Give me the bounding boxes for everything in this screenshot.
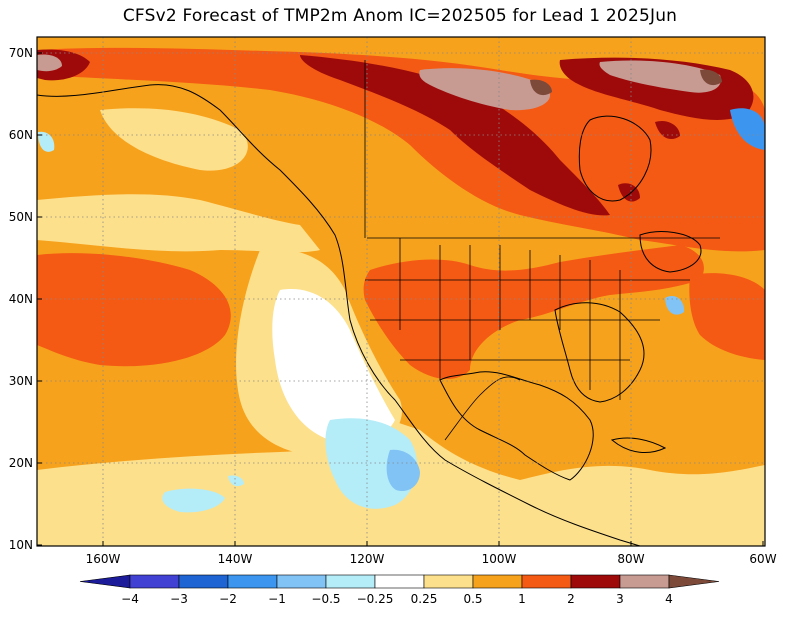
colorbar-segment — [227, 574, 278, 589]
lat-axis: 10N 20N 30N 40N 50N 60N 70N — [9, 46, 33, 552]
colorbar-label: 2 — [567, 592, 575, 606]
map-title: CFSv2 Forecast of TMP2m Anom IC=202505 f… — [122, 6, 678, 26]
colorbar-segment — [374, 574, 425, 589]
colorbar-label: 0.25 — [411, 592, 438, 606]
coastlines — [37, 84, 702, 546]
lat-tick-label: 40N — [9, 292, 33, 306]
colorbar-label: 4 — [665, 592, 673, 606]
lon-tick-label: 100W — [482, 552, 517, 566]
colorbar-label: −0.5 — [311, 592, 340, 606]
colorbar-label: −0.25 — [357, 592, 394, 606]
lon-axis: 160W 140W 120W 100W 80W 60W — [86, 552, 777, 566]
lon-tick-label: 140W — [218, 552, 253, 566]
colorbar-segment — [472, 574, 523, 589]
lat-tick-label: 30N — [9, 374, 33, 388]
lon-tick-label: 60W — [749, 552, 776, 566]
lat-tick-label: 70N — [9, 46, 33, 60]
colorbar-segment — [521, 574, 572, 589]
colorbar-min-arrow — [79, 574, 131, 589]
colorbar-segment — [619, 574, 670, 589]
political-borders — [364, 60, 720, 441]
colorbar-label: −2 — [219, 592, 237, 606]
colorbar-label: −3 — [170, 592, 188, 606]
colorbar-segment — [178, 574, 229, 589]
lat-tick-label: 60N — [9, 128, 33, 142]
colorbar-label: −4 — [121, 592, 139, 606]
map-frame — [36, 36, 766, 547]
lat-tick-label: 10N — [9, 538, 33, 552]
colorbar-segment — [423, 574, 474, 589]
colorbar-max-arrow — [668, 574, 720, 589]
lon-tick-label: 160W — [86, 552, 121, 566]
lat-tick-label: 20N — [9, 456, 33, 470]
colorbar-segment — [325, 574, 376, 589]
graticule — [37, 37, 765, 546]
colorbar-label: 3 — [616, 592, 624, 606]
colorbar-label: −1 — [268, 592, 286, 606]
colorbar-label: 0.5 — [463, 592, 482, 606]
colorbar-label: 1 — [518, 592, 526, 606]
lat-tick-label: 50N — [9, 210, 33, 224]
anomaly-field — [37, 37, 765, 546]
colorbar-segment — [129, 574, 180, 589]
colorbar-segment — [570, 574, 621, 589]
lon-tick-label: 80W — [617, 552, 644, 566]
tick-marks — [37, 52, 764, 546]
colorbar-segment — [276, 574, 327, 589]
colorbar: −4 −3 −2 −1 −0.5 −0.25 0.25 0.5 1 2 3 4 — [79, 574, 720, 606]
lon-tick-label: 120W — [350, 552, 385, 566]
